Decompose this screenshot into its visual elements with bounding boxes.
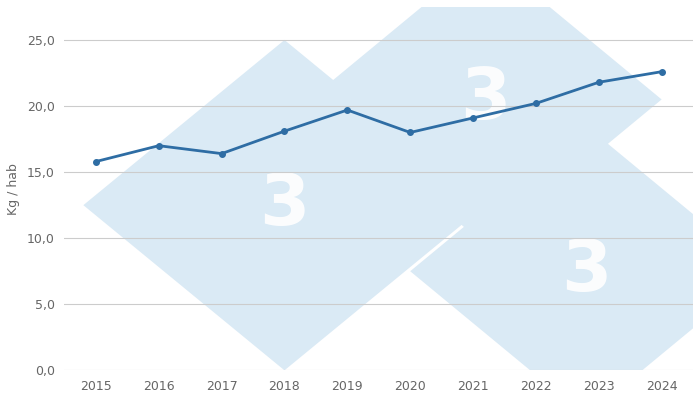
Y-axis label: Kg / hab: Kg / hab — [7, 163, 20, 214]
Text: 3: 3 — [561, 237, 611, 306]
Polygon shape — [83, 40, 486, 370]
Polygon shape — [410, 126, 700, 400]
Text: 3: 3 — [259, 171, 309, 240]
Text: 3: 3 — [461, 65, 511, 134]
Polygon shape — [309, 0, 661, 245]
